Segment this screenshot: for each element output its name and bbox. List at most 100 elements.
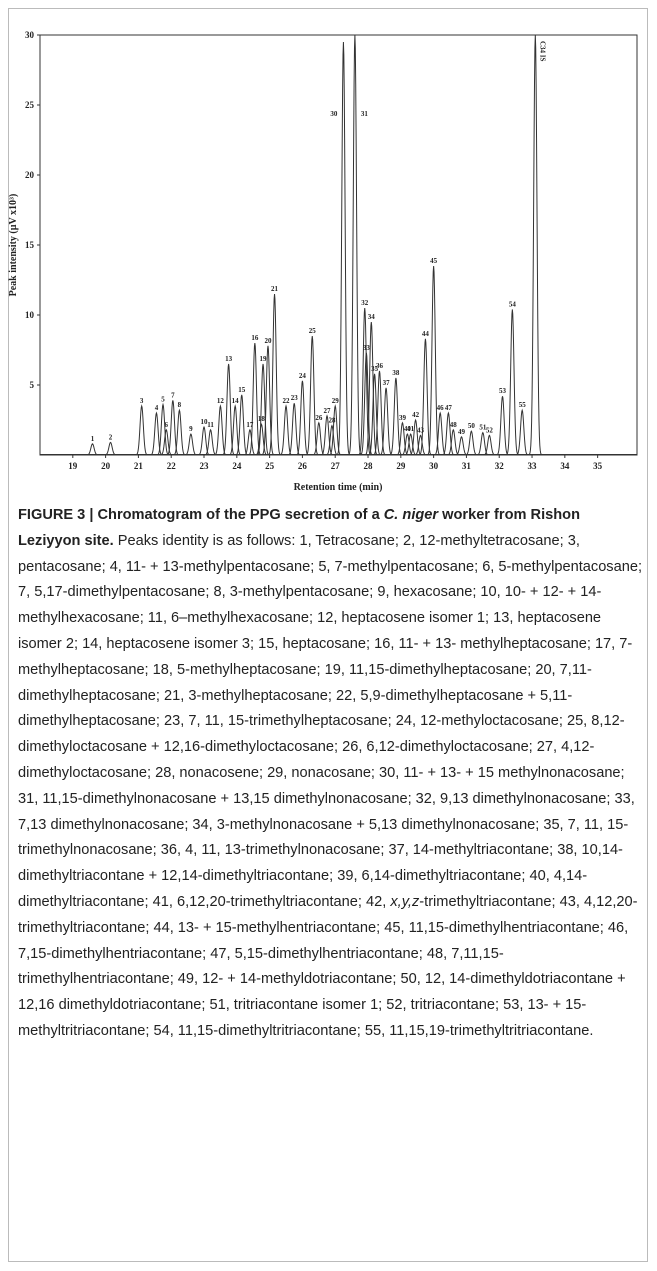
peak-label: 32 [361,299,369,307]
peak-label: 19 [260,355,268,363]
peak-label: 44 [422,330,430,338]
peak-label: 45 [430,257,438,265]
peak-label: 26 [315,414,323,422]
peak-label: C34 IS [538,41,546,62]
peak [320,414,334,455]
peak-label: 34 [368,313,376,321]
chart: Retention time (min) Peak intensity (µV … [8,30,638,493]
peak-label: 8 [178,401,182,409]
peak [166,400,180,455]
x-tick-label: 31 [462,461,472,471]
peak-label: 16 [251,334,259,342]
peak [267,293,282,455]
y-axis-label: Peak intensity (µV x10³) [8,194,19,297]
y-tick-label: 5 [30,380,35,390]
caption-body-start: Peaks identity is as follows: 1, Tetraco… [18,532,643,910]
peak-label: 35 [371,365,379,373]
peak-label: 2 [109,433,113,441]
peak [379,387,393,455]
peak-label: 46 [437,404,445,412]
x-tick-label: 25 [265,461,275,471]
peak [228,404,242,455]
peak-label: 51 [479,424,487,432]
peak-label: 28 [328,417,336,425]
x-tick-label: 20 [101,461,111,471]
caption-title-end: worker from Rishon Leziyyon site. [18,507,580,549]
x-tick-label: 29 [396,461,406,471]
peak-label: 4 [155,404,159,412]
peak-label: 50 [468,422,476,430]
peak [305,335,319,455]
peak [348,35,362,455]
peak [441,411,455,455]
peak-label: 40 [404,425,412,433]
peak-label: 54 [509,300,517,308]
peak-label: 24 [299,372,307,380]
peak-label: 14 [232,397,240,405]
x-tick-label: 28 [364,461,374,471]
peak-label: 6 [165,421,169,429]
y-tick-label: 15 [25,240,35,250]
plot-frame [39,34,638,456]
peak-label: 49 [458,428,466,436]
peak-label: 33 [363,344,371,352]
figure-frame [8,8,648,1262]
peak [358,307,372,455]
caption: FIGURE 3 | Chromatogram of the PPG secre… [18,503,642,1045]
peak [287,403,301,455]
y-tick-label: 25 [25,100,35,110]
x-tick-label: 34 [560,461,570,471]
caption-species: C. niger [383,507,439,523]
peak [515,408,529,455]
peak [172,408,186,455]
peak-label: 41 [407,425,415,433]
peak [528,35,543,455]
peak-label: 5 [161,396,165,404]
peak [505,309,520,455]
peak [103,441,118,455]
peak-label: 1 [91,435,95,443]
peak-label: 15 [238,386,246,394]
peak [184,433,198,455]
peak [197,425,211,455]
x-tick-label: 33 [528,461,538,471]
peak-label: 10 [201,418,209,426]
peak [149,411,164,455]
peak [413,434,428,455]
peak [279,404,293,455]
peak [135,404,149,455]
peak [426,265,441,455]
peak-label: 43 [417,426,425,434]
peak [367,373,382,455]
peak-label: 21 [271,285,279,293]
peak [389,377,403,455]
y-tick-label: 20 [25,170,35,180]
peak-label: 55 [519,401,527,409]
peak-label: 47 [445,404,453,412]
peak [495,396,510,455]
peak [372,370,387,455]
peak-label: 38 [392,369,400,377]
x-tick-label: 30 [429,461,439,471]
peak-label: 11 [207,421,214,429]
peak-label: 9 [189,425,193,433]
peak [254,422,269,455]
x-tick-label: 22 [167,461,177,471]
peak-label: 52 [486,426,494,434]
peak-label: 37 [383,379,391,387]
caption-italic: x,y,z [390,893,420,910]
peak [464,430,478,455]
peak-label: 25 [309,327,317,335]
peak [261,345,275,455]
peak [325,424,339,455]
peak-label: 30 [330,110,338,118]
peak-label: 31 [361,110,369,118]
x-tick-label: 35 [593,461,603,471]
peak [476,431,490,455]
peak [243,428,257,455]
peak [213,404,227,455]
peak-label: 3 [140,397,144,405]
peak [256,363,270,455]
peak-label: 42 [412,411,420,419]
peak-label: 53 [499,387,507,395]
